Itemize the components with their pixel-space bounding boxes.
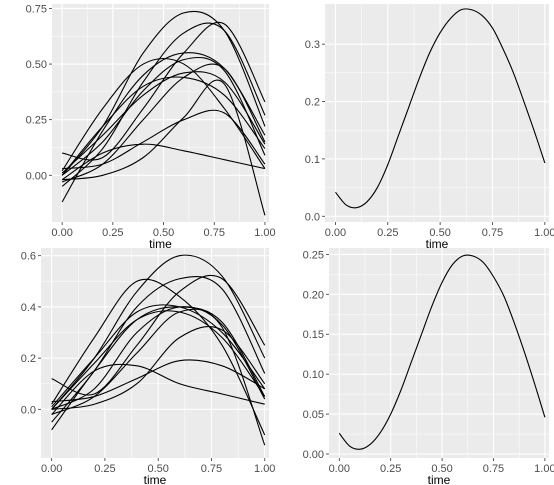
series-line-9 (51, 326, 266, 410)
y-tick-label: 0.05 (303, 409, 324, 421)
x-tick-label: 0.25 (380, 463, 401, 475)
series-line-9 (62, 79, 266, 216)
y-tick-label: 0.10 (303, 369, 324, 381)
panel-top-left: 0.00 0.25 0.50 0.75 1.00 0.00 0.25 0.50 0.75 time (26, 3, 276, 251)
series-line-4 (51, 278, 266, 436)
panel-bottom-left: 0.00 0.25 0.50 0.75 1.00 0.0 0.2 0.4 0.6 time (21, 248, 275, 485)
panel-background (329, 248, 549, 458)
series-line-1 (335, 8, 546, 209)
panel-background (52, 4, 269, 222)
x-tick-label: 1.00 (534, 227, 554, 239)
y-tick-label: 0.50 (26, 59, 47, 71)
x-tick-label: 0.25 (377, 227, 398, 239)
series-line-12 (51, 306, 266, 410)
x-tick-label: 0.50 (429, 227, 450, 239)
series-line-7 (61, 63, 266, 183)
x-axis-title: time (428, 473, 451, 485)
series-line-8 (61, 71, 266, 174)
series-line-1 (51, 254, 266, 410)
x-axis-title: time (426, 237, 449, 251)
panel-background (325, 4, 549, 222)
x-tick-label: 0.00 (325, 227, 346, 239)
panel-top-right: 0.00 0.25 0.50 0.75 1.00 0.0 0.1 0.2 0.3 time (305, 4, 554, 251)
x-tick-label: 0.50 (147, 463, 168, 475)
x-tick-label: 0.75 (482, 227, 503, 239)
x-axis-title: time (149, 237, 172, 251)
x-tick-label: 0.00 (51, 227, 72, 239)
panel-bottom-right: 0.00 0.25 0.50 0.75 1.00 0.00 0.05 0.10 0.15 0.20… (303, 248, 554, 485)
y-tick-label: 0.00 (303, 449, 324, 461)
series-line-8 (51, 304, 266, 408)
x-tick-label: 0.75 (483, 463, 504, 475)
y-tick-label: 0.4 (21, 302, 36, 314)
x-tick-label: 0.00 (41, 463, 62, 475)
series-line-1 (338, 254, 546, 450)
x-tick-label: 0.50 (153, 227, 174, 239)
y-tick-label: 0.6 (21, 251, 36, 263)
x-tick-label: 0.50 (431, 463, 452, 475)
series-line-10 (51, 359, 266, 403)
y-tick-label: 0.25 (303, 249, 324, 261)
y-tick-label: 0.15 (303, 329, 324, 341)
y-tick-label: 0.00 (26, 170, 47, 182)
series-line-2 (61, 22, 266, 187)
series-line-5 (51, 306, 266, 431)
y-tick-label: 0.20 (303, 289, 324, 301)
series-line-12 (61, 56, 266, 176)
y-tick-label: 0.3 (305, 39, 320, 51)
x-tick-label: 0.25 (102, 227, 123, 239)
series-line-3 (51, 274, 266, 396)
x-tick-label: 0.00 (329, 463, 350, 475)
series-line-11 (61, 143, 266, 181)
series-line-4 (61, 57, 266, 172)
y-tick-label: 0.75 (26, 3, 47, 15)
panel-background (41, 248, 269, 458)
y-tick-label: 0.25 (26, 115, 47, 127)
x-tick-label: 0.75 (204, 227, 225, 239)
series-line-10 (62, 109, 266, 170)
y-tick-label: 0.1 (305, 154, 320, 166)
x-tick-label: 1.00 (254, 227, 275, 239)
x-tick-label: 0.25 (94, 463, 115, 475)
x-tick-label: 0.75 (201, 463, 222, 475)
series-line-6 (51, 310, 266, 410)
x-tick-label: 1.00 (534, 463, 554, 475)
y-tick-label: 0.2 (21, 353, 36, 365)
x-tick-label: 1.00 (254, 463, 275, 475)
series-line-3 (62, 21, 266, 161)
series-line-6 (61, 76, 266, 176)
y-tick-label: 0.0 (305, 211, 320, 223)
x-axis-title: time (144, 473, 167, 485)
series-line-11 (51, 363, 265, 415)
y-tick-label: 0.2 (305, 97, 320, 109)
y-tick-label: 0.0 (21, 404, 36, 416)
